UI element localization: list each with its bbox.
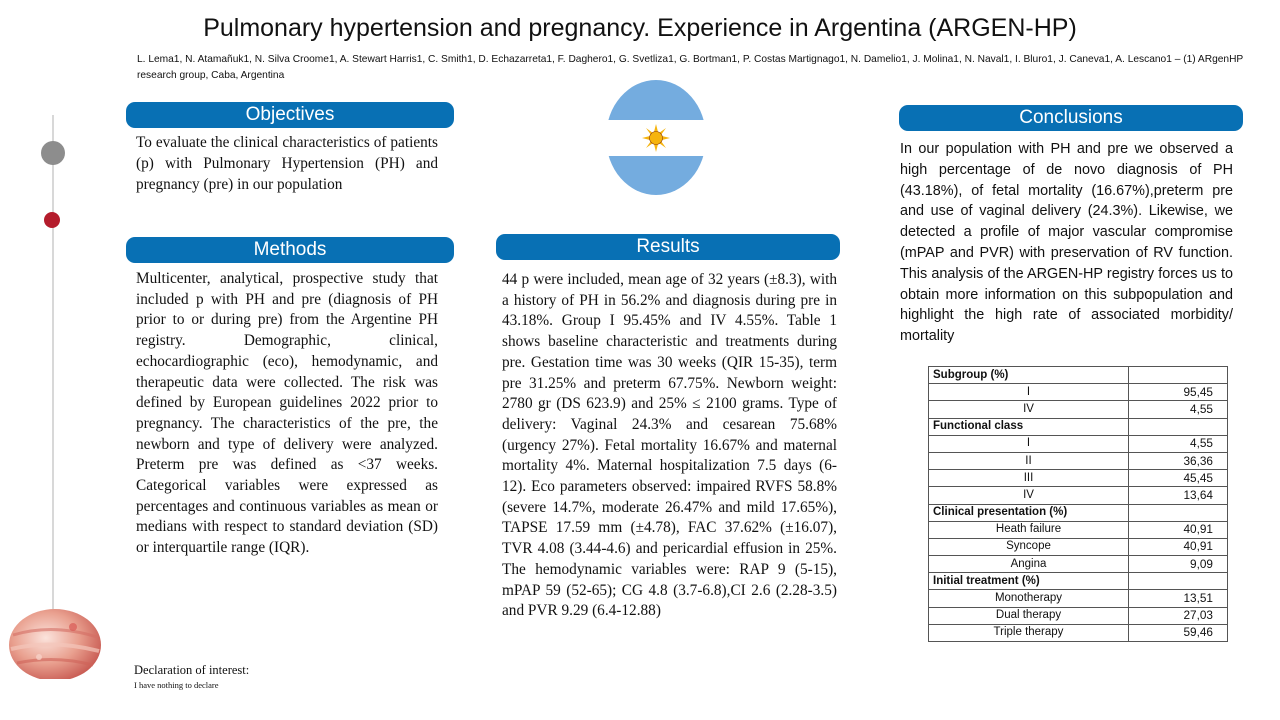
table-cell-value: 27,03 xyxy=(1128,606,1228,625)
table-cell-label: Clinical presentation (%) xyxy=(928,503,1129,522)
objectives-heading: Objectives xyxy=(126,102,454,128)
table-cell-value: 36,36 xyxy=(1128,451,1228,471)
table-cell-label: Monotherapy xyxy=(928,589,1129,608)
table-cell-label: IV xyxy=(928,486,1129,505)
table-cell-label: Heath failure xyxy=(928,520,1129,539)
table-cell-label: Dual therapy xyxy=(928,606,1129,625)
poster-title: Pulmonary hypertension and pregnancy. Ex… xyxy=(203,14,1077,42)
table-row: III 45,45 xyxy=(928,469,1228,488)
table-section-row: Functional class xyxy=(928,417,1228,436)
table-cell-value xyxy=(1128,503,1228,522)
table-cell-value xyxy=(1128,365,1228,385)
table-cell-value: 45,45 xyxy=(1128,469,1228,488)
timeline-line xyxy=(52,115,54,615)
objectives-text: To evaluate the clinical characteristics… xyxy=(136,134,438,193)
table-row: Triple therapy 59,46 xyxy=(928,623,1228,643)
table-cell-label: IV xyxy=(928,400,1129,419)
table-cell-label: I xyxy=(928,383,1129,402)
conclusions-heading: Conclusions xyxy=(899,105,1243,131)
table-cell-label: Initial treatment (%) xyxy=(928,572,1129,591)
table-cell-label: Angina xyxy=(928,555,1129,574)
table-cell-label: III xyxy=(928,469,1129,488)
table-cell-value: 13,51 xyxy=(1128,589,1228,608)
table-cell-value: 40,91 xyxy=(1128,537,1228,557)
table-cell-value: 13,64 xyxy=(1128,486,1228,505)
table-cell-value: 4,55 xyxy=(1128,434,1228,453)
table-row: Dual therapy 27,03 xyxy=(928,606,1228,625)
table-row: II 36,36 xyxy=(928,451,1228,471)
table-cell-value: 4,55 xyxy=(1128,400,1228,419)
table-cell-value: 40,91 xyxy=(1128,520,1228,539)
table-cell-label: Triple therapy xyxy=(928,623,1129,643)
timeline-dot-red xyxy=(44,212,60,228)
authors-line: L. Lema1, N. Atamañuk1, N. Silva Croome1… xyxy=(137,54,1244,81)
methods-heading: Methods xyxy=(126,237,454,263)
table-section-row: Subgroup (%) xyxy=(928,365,1228,385)
declaration-text: I have nothing to declare xyxy=(134,680,219,690)
table-section-row: Clinical presentation (%) xyxy=(928,503,1228,522)
timeline-dot-gray xyxy=(41,141,65,165)
table-section-row: Initial treatment (%) xyxy=(928,572,1228,591)
baseline-characteristics-table: Subgroup (%) I 95,45 IV 4,55 Functional class… xyxy=(928,365,1228,643)
conclusions-text: In our population with PH and pre we obs… xyxy=(900,141,1233,345)
table-row: I 4,55 xyxy=(928,434,1228,453)
table-cell-value: 95,45 xyxy=(1128,383,1228,402)
declaration-heading: Declaration of interest: xyxy=(134,663,250,677)
table-cell-label: Subgroup (%) xyxy=(928,365,1129,385)
table-cell-label: Syncope xyxy=(928,537,1129,557)
table-row: I 95,45 xyxy=(928,383,1228,402)
table-cell-label: II xyxy=(928,451,1129,471)
table-body: Subgroup (%) I 95,45 IV 4,55 Functional class… xyxy=(928,365,1228,643)
table-cell-value: 9,09 xyxy=(1128,555,1228,574)
results-text: 44 p were included, mean age of 32 years… xyxy=(502,271,837,620)
table-cell-label: Functional class xyxy=(928,417,1129,436)
table-row: Angina 9,09 xyxy=(928,555,1228,574)
table-row: IV 4,55 xyxy=(928,400,1228,419)
methods-text: Multicenter, analytical, prospective stu… xyxy=(136,270,438,557)
table-cell-value xyxy=(1128,572,1228,591)
results-heading: Results xyxy=(496,234,840,260)
argentina-flag-icon xyxy=(606,80,706,195)
table-row: Syncope 40,91 xyxy=(928,537,1228,557)
table-cell-value xyxy=(1128,417,1228,436)
table-row: IV 13,64 xyxy=(928,486,1228,505)
table-row: Monotherapy 13,51 xyxy=(928,589,1228,608)
table-cell-label: I xyxy=(928,434,1129,453)
table-cell-value: 59,46 xyxy=(1128,623,1228,643)
table-row: Heath failure 40,91 xyxy=(928,520,1228,539)
planet-decoration-icon xyxy=(9,609,101,679)
